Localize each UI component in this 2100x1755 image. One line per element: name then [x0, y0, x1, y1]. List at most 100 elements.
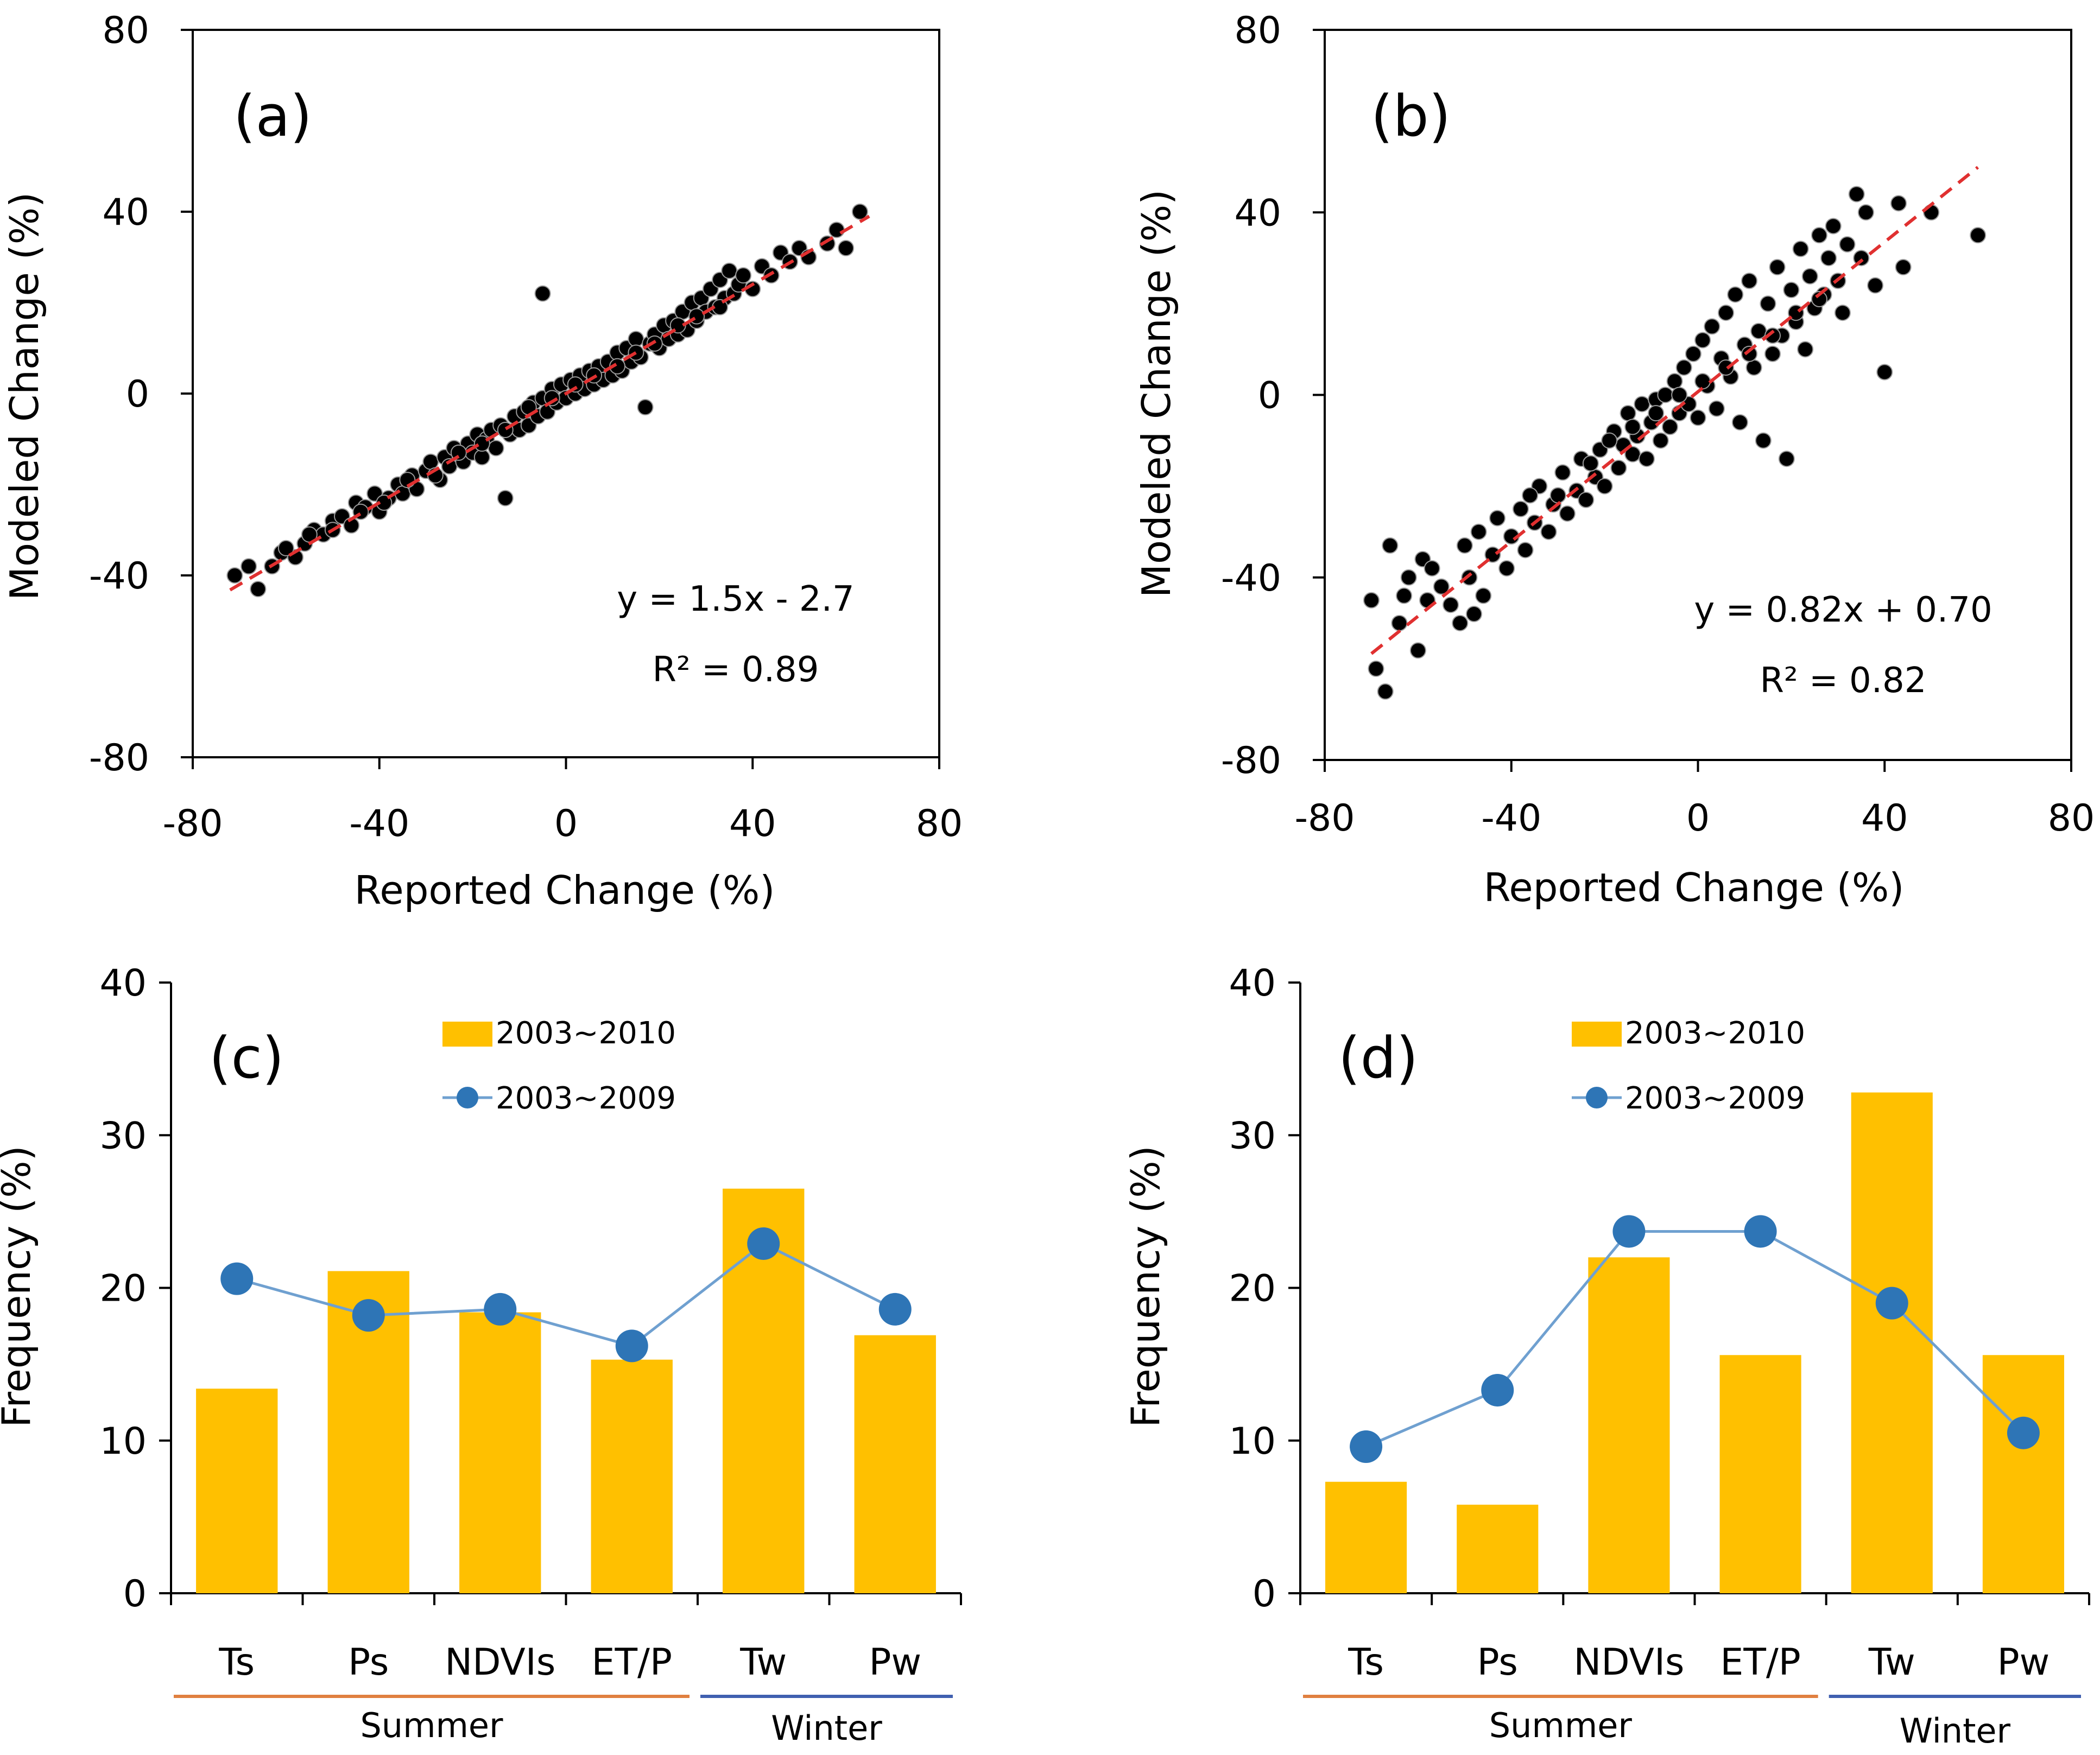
y-tick-label: 10 — [99, 1420, 147, 1463]
scatter-point — [1620, 405, 1636, 422]
scatter-point — [497, 490, 514, 506]
y-tick-label: 40 — [1229, 962, 1276, 1005]
scatter-point — [1731, 414, 1748, 430]
y-tick-label: 20 — [1229, 1268, 1276, 1310]
y-axis-ticks: 0 10 20 30 40 — [1229, 962, 1300, 1615]
x-axis-title: Reported Change (%) — [355, 867, 775, 913]
scatter-point — [1839, 236, 1856, 253]
scatter-point — [1368, 660, 1384, 677]
scatter-point — [828, 221, 845, 238]
scatter-point — [1755, 432, 1772, 449]
y-tick-label: 20 — [99, 1268, 147, 1310]
line-marker — [615, 1329, 648, 1363]
scatter-point — [1792, 240, 1809, 257]
r-squared-label: R² = 0.82 — [1760, 661, 1927, 701]
y-axis-ticks: 0 10 20 30 40 — [99, 962, 171, 1615]
scatter-point — [1517, 542, 1534, 559]
scatter-point — [1811, 290, 1827, 307]
y-axis-ticks: -80 -40 0 40 80 — [89, 9, 193, 780]
scatter-point — [1610, 460, 1627, 476]
y-tick-label: 0 — [1253, 1573, 1276, 1615]
scatter-point — [1727, 286, 1744, 303]
panel-label: (b) — [1371, 83, 1451, 149]
scatter-point — [1638, 451, 1655, 467]
scatter-point — [1452, 614, 1469, 631]
scatter-point — [422, 453, 439, 470]
scatter-point — [488, 440, 504, 457]
scatter-point — [1424, 560, 1440, 576]
line-series — [1350, 1215, 2040, 1463]
scatter-point — [1443, 597, 1459, 613]
line-marker — [878, 1293, 912, 1326]
legend-label-bar: 2003~2010 — [496, 1016, 676, 1051]
bar-ps — [1457, 1504, 1539, 1593]
scatter-point — [1764, 327, 1781, 344]
scatter-point — [1522, 487, 1539, 504]
season-label: Summer — [1489, 1706, 1633, 1745]
y-tick-label: 40 — [102, 191, 149, 234]
scatter-point — [1867, 277, 1884, 294]
y-tick-label: 0 — [123, 1573, 147, 1615]
y-axis-ticks: -80 -40 0 40 80 — [1221, 9, 1325, 782]
bar-ndvis — [1588, 1257, 1670, 1593]
scatter-point — [1489, 510, 1506, 527]
scatter-point — [1718, 359, 1735, 376]
scatter-point — [241, 558, 257, 575]
scatter-point — [1694, 373, 1711, 390]
scatter-point — [567, 376, 584, 393]
scatter-point — [1718, 305, 1735, 321]
y-tick-label: 0 — [1258, 375, 1281, 417]
line-marker — [352, 1299, 385, 1332]
legend-swatch-marker — [457, 1087, 478, 1108]
scatter-point — [1396, 587, 1413, 604]
x-category-ticks — [170, 1593, 962, 1605]
regression-line — [1370, 166, 1979, 655]
scatter-point — [1741, 273, 1758, 289]
scatter-point — [1666, 373, 1683, 390]
scatter-point — [1825, 218, 1842, 235]
scatter-point — [1745, 359, 1762, 376]
y-axis-title: Modeled Change (%) — [1134, 189, 1179, 598]
scatter-point — [543, 390, 560, 407]
scatter-point — [226, 567, 243, 584]
scatter-points — [1363, 186, 1987, 700]
scatter-point — [1801, 268, 1818, 284]
x-tick-label: -40 — [1481, 797, 1541, 840]
x-tick-label: 40 — [729, 802, 776, 845]
scatter-point — [1694, 332, 1711, 349]
legend: 2003~2010 2003~2009 — [1572, 1016, 1805, 1116]
category-label: Pw — [1997, 1641, 2050, 1684]
bar-pw — [1982, 1355, 2064, 1593]
scatter-point — [1433, 578, 1450, 595]
y-tick-label: 30 — [99, 1114, 147, 1157]
scatter-point — [1657, 387, 1674, 403]
x-tick-label: 40 — [1861, 797, 1908, 840]
y-tick-label: 10 — [1229, 1420, 1276, 1463]
line-marker — [1350, 1430, 1383, 1463]
scatter-point — [1848, 186, 1865, 202]
scatter-point — [1363, 592, 1380, 609]
scatter-point — [1382, 537, 1399, 554]
bar-etp — [1719, 1355, 1801, 1593]
x-tick-label: 80 — [2048, 797, 2095, 840]
line-marker — [1481, 1373, 1514, 1406]
category-label: Ps — [1477, 1641, 1518, 1684]
x-axis-title: Reported Change (%) — [1484, 865, 1905, 910]
category-label: Pw — [869, 1641, 921, 1684]
x-axis-ticks: -80 -40 0 40 80 — [1294, 760, 2095, 840]
scatter-point — [1391, 614, 1408, 631]
scatter-point — [534, 285, 551, 302]
scatter-point — [1750, 322, 1767, 339]
scatter-point — [250, 581, 267, 598]
category-label: Tw — [1868, 1641, 1915, 1684]
bar-pw — [854, 1335, 936, 1593]
scatter-point — [1461, 569, 1478, 586]
y-tick-label: -80 — [1221, 739, 1281, 782]
regression-line — [229, 214, 870, 592]
bar-series — [196, 1188, 936, 1593]
line-series — [220, 1227, 912, 1363]
category-label: NDVIs — [1573, 1641, 1684, 1684]
y-tick-label: 80 — [1234, 9, 1281, 52]
y-axis-title: Frequency (%) — [0, 1145, 39, 1427]
